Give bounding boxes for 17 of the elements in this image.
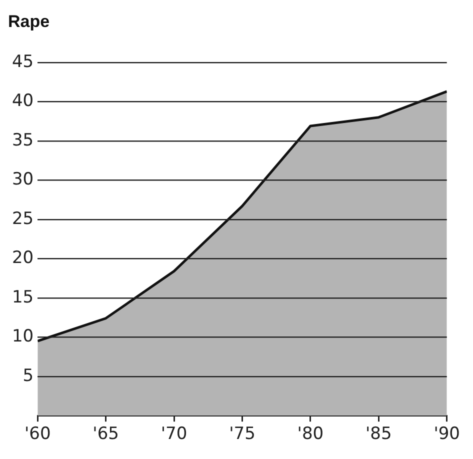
- x-tick-label: '90: [434, 424, 460, 444]
- x-tick-label: '85: [365, 424, 392, 444]
- x-tick-label: '65: [92, 424, 119, 444]
- y-tick-label: 45: [12, 52, 34, 72]
- y-tick-label: 25: [12, 208, 34, 229]
- chart-title: Rape: [8, 12, 50, 31]
- y-tick-label: 40: [12, 91, 34, 112]
- x-tick-label: '70: [160, 424, 188, 444]
- y-tick-label: 20: [12, 248, 34, 268]
- y-tick-label: 35: [12, 130, 34, 150]
- x-tick-label: '60: [24, 424, 51, 444]
- y-tick-label: 10: [12, 326, 34, 347]
- x-tick-label: '80: [297, 424, 324, 444]
- y-tick-label: 15: [12, 287, 34, 308]
- y-tick-label: 5: [22, 366, 34, 386]
- y-tick-label: 30: [12, 170, 34, 190]
- x-tick-label: '75: [229, 424, 256, 444]
